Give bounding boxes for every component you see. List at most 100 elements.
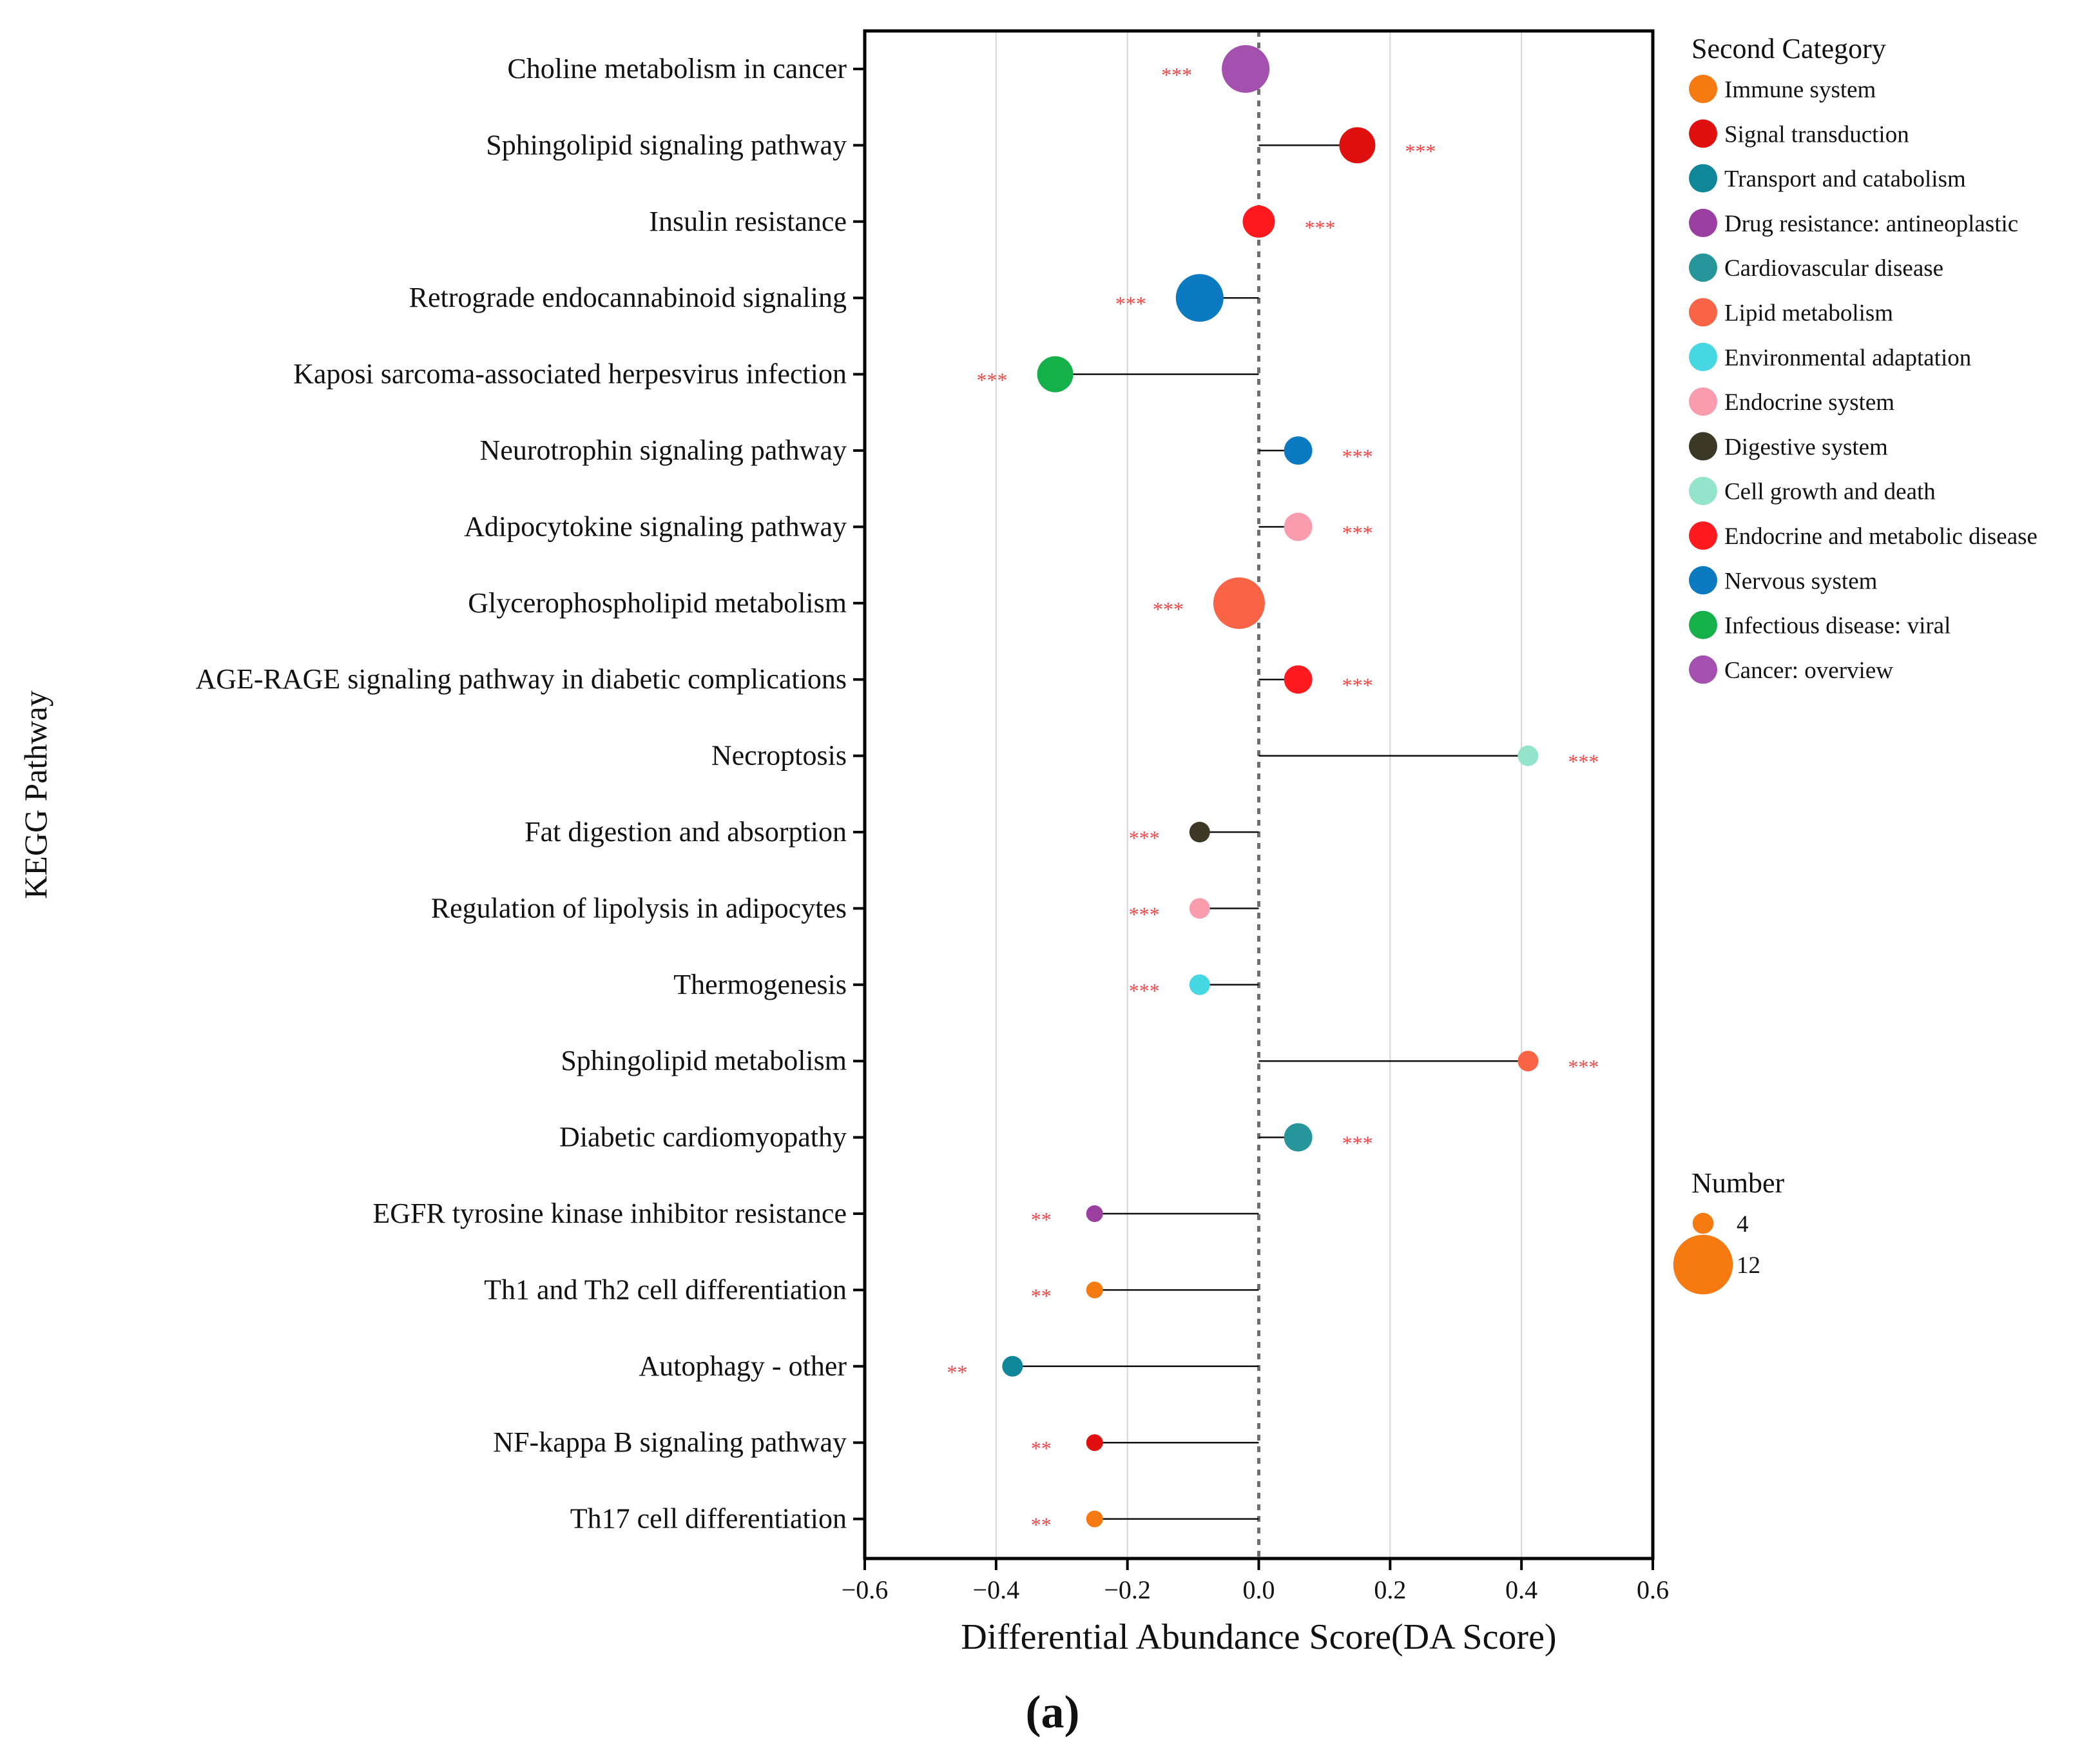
significance-marker: *** [1115, 292, 1146, 315]
x-axis-title: Differential Abundance Score(DA Score) [961, 1617, 1556, 1657]
pathway-label: Kaposi sarcoma-associated herpesvirus in… [293, 358, 847, 390]
legend-swatch [1689, 566, 1717, 595]
significance-marker: *** [1342, 445, 1373, 468]
legend-label: Cardiovascular disease [1724, 255, 1943, 282]
lollipop-dot [1086, 1281, 1103, 1299]
x-tick-label: 0.0 [1243, 1575, 1275, 1604]
significance-marker: ** [1031, 1437, 1052, 1460]
significance-marker: *** [1129, 902, 1160, 926]
legend-label: Infectious disease: viral [1724, 613, 1951, 639]
size-legend-label: 4 [1737, 1211, 1749, 1238]
significance-marker: *** [1405, 139, 1436, 162]
legend-label: Endocrine system [1724, 389, 1894, 416]
legend-swatch [1689, 521, 1717, 550]
x-axis: −0.6 −0.4 −0.2 0.0 0.2 0.4 0.6 [842, 1559, 1669, 1604]
x-tick-label: −0.2 [1104, 1575, 1151, 1604]
y-axis: Choline metabolism in cancer Sphingolipid… [195, 53, 865, 1535]
size-legend-label: 12 [1737, 1252, 1760, 1279]
significance-marker: ** [1031, 1513, 1052, 1537]
significance-marker: *** [1305, 216, 1336, 239]
lollipop-dot [1086, 1205, 1103, 1222]
pathway-label: Th17 cell differentiation [570, 1503, 847, 1535]
size-legend-dot [1692, 1212, 1714, 1234]
legend-swatch [1689, 164, 1717, 193]
legend-swatch [1689, 75, 1717, 103]
significance-marker: *** [1129, 826, 1160, 850]
pathway-label: Insulin resistance [649, 206, 847, 237]
x-tick-label: −0.6 [842, 1575, 889, 1604]
significance-marker: *** [1342, 674, 1373, 697]
legend-swatch [1689, 342, 1717, 371]
legend-label: Drug resistance: antineoplastic [1724, 211, 2018, 237]
lollipop-dot [1213, 577, 1265, 629]
lollipop-dot [1517, 745, 1539, 766]
lollipop-dot [1189, 974, 1210, 995]
lollipop-dot [1517, 1051, 1539, 1072]
x-tick-label: −0.4 [973, 1575, 1020, 1604]
pathway-label: Thermogenesis [673, 969, 847, 1000]
size-legend-dot [1673, 1234, 1733, 1295]
significance-layer: ****************************************… [947, 63, 1599, 1537]
legend-swatch [1689, 208, 1717, 237]
pathway-label: Th1 and Th2 cell differentiation [484, 1274, 847, 1305]
lollipop-dot [1284, 512, 1313, 541]
pathway-label: Diabetic cardiomyopathy [559, 1122, 847, 1153]
significance-marker: *** [1153, 597, 1184, 621]
pathway-label: Regulation of lipolysis in adipocytes [431, 892, 847, 924]
legend-label: Environmental adaptation [1724, 345, 1971, 371]
pathway-label: Glycerophospholipid metabolism [468, 587, 847, 619]
significance-marker: *** [1342, 1132, 1373, 1155]
lollipop-dot [1175, 274, 1224, 322]
x-tick-label: 0.2 [1374, 1575, 1406, 1604]
legend-swatch [1689, 253, 1717, 282]
legend-label: Signal transduction [1724, 121, 1909, 148]
lollipop-dot [1284, 436, 1313, 465]
y-axis-title: KEGG Pathway [17, 690, 53, 899]
legend-category-title: Second Category [1691, 33, 1886, 64]
pathway-label: Autophagy - other [639, 1350, 847, 1382]
significance-marker: ** [1031, 1208, 1052, 1231]
pathway-label: Retrograde endocannabinoid signaling [409, 282, 847, 313]
plot-frame [863, 29, 1655, 1560]
significance-marker: ** [1031, 1284, 1052, 1307]
legend-swatch [1689, 476, 1717, 505]
pathway-label: Neurotrophin signaling pathway [480, 434, 847, 466]
lollipop-dot [1222, 45, 1270, 93]
legend-swatch [1689, 387, 1717, 416]
legend-label: Lipid metabolism [1724, 300, 1893, 327]
legend-label: Nervous system [1724, 568, 1878, 594]
significance-marker: ** [947, 1361, 967, 1384]
legend-label: Transport and catabolism [1724, 166, 1966, 193]
lollipop-dot [1037, 356, 1074, 393]
legend-swatch [1689, 610, 1717, 639]
pathway-label: EGFR tyrosine kinase inhibitor resistanc… [372, 1198, 847, 1229]
lollipop-dot [1242, 205, 1275, 238]
grid-layer [995, 31, 1523, 1559]
pathway-label: NF-kappa B signaling pathway [493, 1426, 847, 1458]
lollipop-dot [1189, 898, 1210, 919]
lollipop-dot [1189, 822, 1210, 842]
x-tick-label: 0.4 [1505, 1575, 1537, 1604]
dot-layer [1002, 45, 1539, 1528]
significance-marker: *** [1342, 521, 1373, 544]
lollipop-dot [1284, 1123, 1313, 1152]
panel-label: (a) [1026, 1686, 1080, 1738]
significance-marker: *** [977, 369, 1008, 392]
significance-marker: *** [1129, 979, 1160, 1002]
pathway-label: Necroptosis [711, 740, 847, 772]
lollipop-dot [1284, 665, 1313, 694]
legend-swatch [1689, 119, 1717, 148]
significance-marker: *** [1161, 63, 1192, 86]
pathway-label: Fat digestion and absorption [525, 816, 847, 848]
pathway-label: Adipocytokine signaling pathway [464, 510, 847, 542]
legend-label: Digestive system [1724, 434, 1888, 460]
significance-marker: *** [1568, 750, 1599, 773]
legend-swatch [1689, 298, 1717, 327]
legend-label: Immune system [1724, 77, 1876, 103]
pathway-label: Sphingolipid metabolism [561, 1045, 847, 1076]
pathway-label: Choline metabolism in cancer [507, 53, 847, 84]
lollipop-dot [1086, 1510, 1103, 1528]
lollipop-dot [1339, 127, 1376, 164]
legend-label: Cell growth and death [1724, 479, 1936, 505]
